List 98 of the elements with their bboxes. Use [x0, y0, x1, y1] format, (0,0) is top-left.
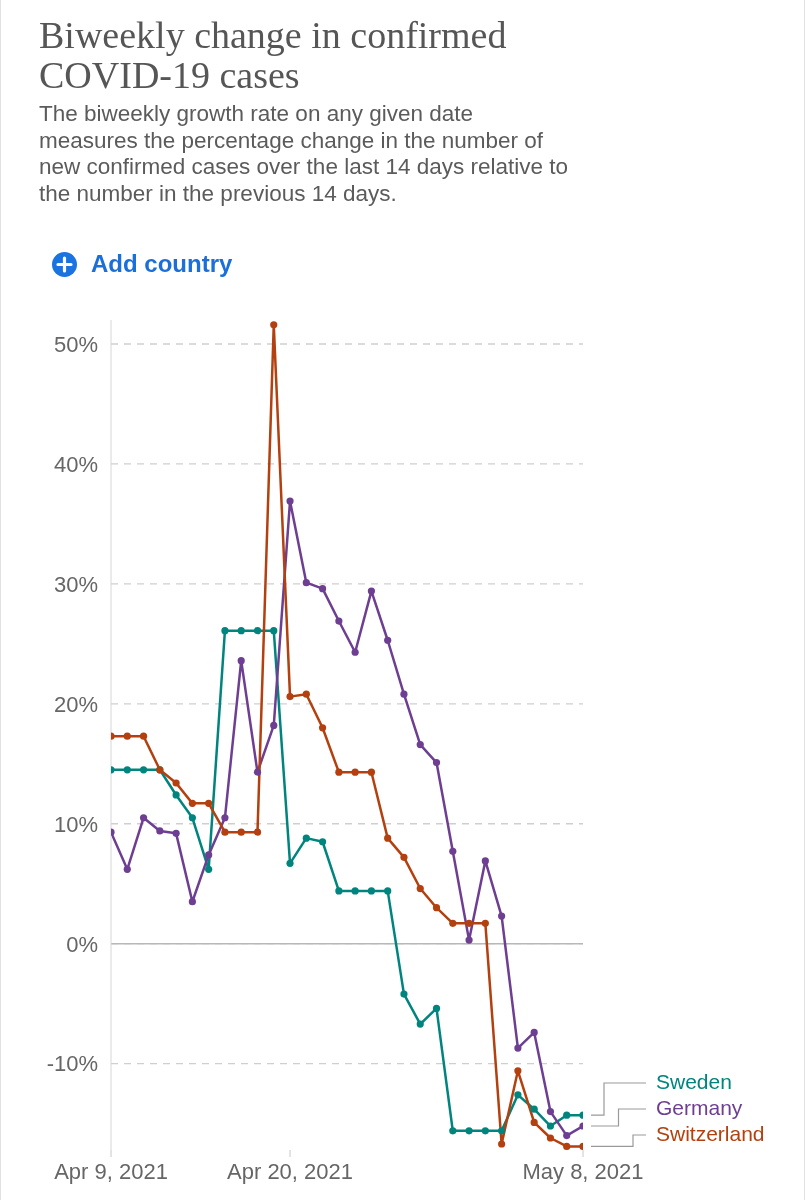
x-tick-label: Apr 20, 2021	[227, 1158, 354, 1184]
point	[449, 1127, 457, 1135]
point	[465, 919, 473, 927]
chart-title: Biweekly change in confirmed COVID-19 cases	[39, 14, 508, 96]
y-tick-label: 20%	[53, 691, 98, 717]
point	[530, 1028, 538, 1037]
point	[563, 1132, 571, 1140]
point	[335, 617, 343, 625]
point	[253, 627, 262, 635]
point	[318, 838, 327, 846]
y-tick-label: 40%	[53, 451, 98, 477]
point	[481, 919, 489, 927]
point	[367, 587, 376, 595]
point	[546, 1134, 555, 1142]
point	[237, 657, 245, 665]
point	[237, 627, 245, 635]
point	[188, 814, 196, 822]
point	[530, 1118, 538, 1127]
point	[367, 887, 376, 895]
point	[546, 1122, 555, 1130]
point	[498, 1127, 506, 1135]
point	[481, 1127, 489, 1135]
point	[449, 919, 457, 927]
point	[139, 732, 148, 740]
point	[514, 1044, 522, 1052]
point	[563, 1111, 571, 1119]
point	[465, 936, 473, 944]
point	[498, 1140, 506, 1148]
point	[514, 1091, 522, 1099]
text: Add country	[91, 250, 233, 278]
point	[498, 912, 506, 920]
point	[172, 829, 180, 837]
point	[270, 627, 278, 635]
point	[123, 766, 131, 774]
point	[351, 887, 359, 895]
point	[432, 758, 441, 767]
x-tick-label: Apr 9, 2021	[54, 1158, 168, 1184]
point	[221, 828, 229, 836]
point	[237, 828, 245, 836]
point	[335, 768, 343, 776]
text: Sweden	[656, 1069, 732, 1093]
point	[351, 768, 359, 776]
point	[221, 627, 229, 635]
chart-subtitle: The biweekly growth rate on any given date measures the percentage change in the number of new confirmed cases over the last 14 days relative to the number in the previous 14 days.	[39, 101, 569, 207]
y-tick-label: -10%	[46, 1051, 98, 1077]
point	[416, 741, 424, 749]
point	[286, 859, 294, 867]
point	[432, 904, 441, 912]
point	[123, 865, 131, 873]
point	[318, 724, 327, 732]
point	[270, 721, 278, 730]
point	[384, 834, 392, 842]
point	[400, 690, 408, 698]
point	[416, 884, 424, 893]
point	[335, 887, 343, 895]
point	[205, 851, 213, 859]
point	[302, 690, 310, 698]
point	[172, 779, 180, 787]
point	[205, 799, 213, 807]
text: Germany	[656, 1095, 743, 1119]
y-tick-label: 30%	[53, 571, 98, 597]
point	[139, 766, 148, 774]
point	[172, 791, 180, 799]
point	[253, 768, 262, 776]
point	[253, 828, 262, 836]
point	[302, 834, 310, 842]
point	[416, 1020, 424, 1028]
point	[563, 1142, 571, 1150]
point	[400, 853, 408, 861]
point	[318, 585, 327, 593]
point	[400, 990, 408, 998]
point	[156, 827, 164, 835]
point	[286, 497, 294, 505]
point	[367, 768, 376, 776]
point	[139, 814, 148, 822]
point	[205, 865, 213, 873]
x-tick-label: May 8, 2021	[522, 1158, 644, 1184]
point	[546, 1108, 555, 1116]
y-tick-label: 50%	[53, 331, 98, 357]
point	[351, 648, 359, 656]
point	[188, 898, 196, 906]
y-tick-label: 10%	[53, 811, 98, 837]
y-tick-label: 0%	[66, 931, 98, 957]
point	[432, 1004, 441, 1013]
point	[270, 321, 278, 329]
point	[465, 1127, 473, 1135]
point	[286, 693, 294, 701]
point	[123, 732, 131, 740]
point	[449, 847, 457, 855]
point	[384, 887, 392, 895]
point	[221, 814, 229, 822]
point	[188, 799, 196, 807]
point	[514, 1067, 522, 1075]
point	[481, 857, 489, 865]
point	[384, 636, 392, 644]
point	[530, 1105, 538, 1113]
point	[302, 579, 310, 587]
text: Switzerland	[656, 1121, 765, 1145]
